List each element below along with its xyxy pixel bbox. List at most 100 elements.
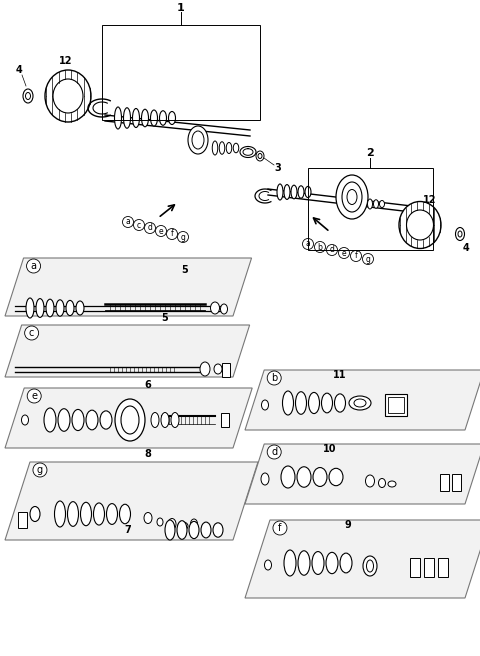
Ellipse shape [178,522,188,530]
Circle shape [326,245,337,255]
Ellipse shape [115,399,145,441]
Ellipse shape [399,201,441,249]
Text: 3: 3 [275,163,281,173]
Ellipse shape [81,502,92,525]
Circle shape [302,239,313,249]
Ellipse shape [281,466,295,488]
Ellipse shape [76,301,84,315]
Circle shape [133,220,144,230]
Ellipse shape [53,79,83,113]
Circle shape [314,241,325,253]
Text: 10: 10 [323,444,337,454]
Circle shape [362,253,373,264]
Bar [440,474,449,491]
Circle shape [350,251,361,262]
Ellipse shape [349,396,371,410]
Ellipse shape [201,522,211,538]
Bar [308,168,433,250]
Ellipse shape [291,185,297,199]
Ellipse shape [100,411,112,429]
Ellipse shape [144,512,152,523]
Circle shape [273,521,287,535]
Ellipse shape [26,298,34,318]
Ellipse shape [68,502,79,526]
Ellipse shape [213,523,223,537]
Ellipse shape [121,406,139,434]
Circle shape [33,463,47,477]
Ellipse shape [226,142,232,154]
Text: 5: 5 [162,313,168,323]
Ellipse shape [379,478,385,487]
Ellipse shape [44,408,56,432]
Ellipse shape [25,92,31,100]
Ellipse shape [264,560,272,570]
Ellipse shape [284,184,290,199]
Bar [452,474,461,491]
Ellipse shape [45,70,91,122]
Ellipse shape [23,89,33,103]
Ellipse shape [347,190,357,205]
Text: 4: 4 [463,243,469,253]
Ellipse shape [388,481,396,487]
Ellipse shape [261,473,269,485]
Polygon shape [245,370,480,430]
Ellipse shape [46,299,54,317]
Ellipse shape [219,142,225,154]
Ellipse shape [30,506,40,522]
Ellipse shape [55,501,65,527]
Text: f: f [278,523,282,533]
Text: a: a [126,218,131,226]
Text: 4: 4 [16,65,23,75]
Ellipse shape [189,522,199,539]
Ellipse shape [373,199,379,208]
Ellipse shape [107,504,118,524]
Text: g: g [37,465,43,475]
Text: d: d [147,224,153,232]
Circle shape [267,371,281,385]
Ellipse shape [283,391,293,415]
Circle shape [167,228,178,239]
Circle shape [26,259,40,273]
Ellipse shape [342,182,362,212]
Ellipse shape [296,392,307,415]
Ellipse shape [298,551,310,575]
Text: b: b [271,373,277,383]
Circle shape [267,445,281,459]
Ellipse shape [168,112,176,125]
Ellipse shape [367,560,373,572]
Ellipse shape [233,143,239,153]
Ellipse shape [312,552,324,575]
Ellipse shape [326,552,338,573]
Circle shape [24,326,38,340]
Ellipse shape [407,210,433,240]
Circle shape [144,222,156,234]
Text: 5: 5 [181,265,188,275]
Circle shape [27,389,41,403]
Ellipse shape [214,364,222,374]
Circle shape [338,247,349,258]
Ellipse shape [191,519,197,529]
Text: c: c [29,328,35,338]
Ellipse shape [322,393,333,413]
Text: b: b [318,243,323,251]
Ellipse shape [277,184,283,200]
Ellipse shape [56,300,64,316]
Bar [410,558,420,577]
Text: 12: 12 [423,195,437,205]
Ellipse shape [159,111,167,125]
Polygon shape [5,258,252,316]
Text: g: g [366,255,371,264]
Ellipse shape [151,110,157,126]
Ellipse shape [115,107,121,129]
Ellipse shape [368,199,372,209]
Ellipse shape [132,108,140,127]
Bar [102,25,260,120]
Ellipse shape [458,231,462,237]
Ellipse shape [340,553,352,573]
Ellipse shape [211,302,219,314]
Polygon shape [245,444,480,504]
Ellipse shape [305,186,311,197]
Ellipse shape [161,413,169,428]
Ellipse shape [329,468,343,485]
Ellipse shape [380,201,384,207]
